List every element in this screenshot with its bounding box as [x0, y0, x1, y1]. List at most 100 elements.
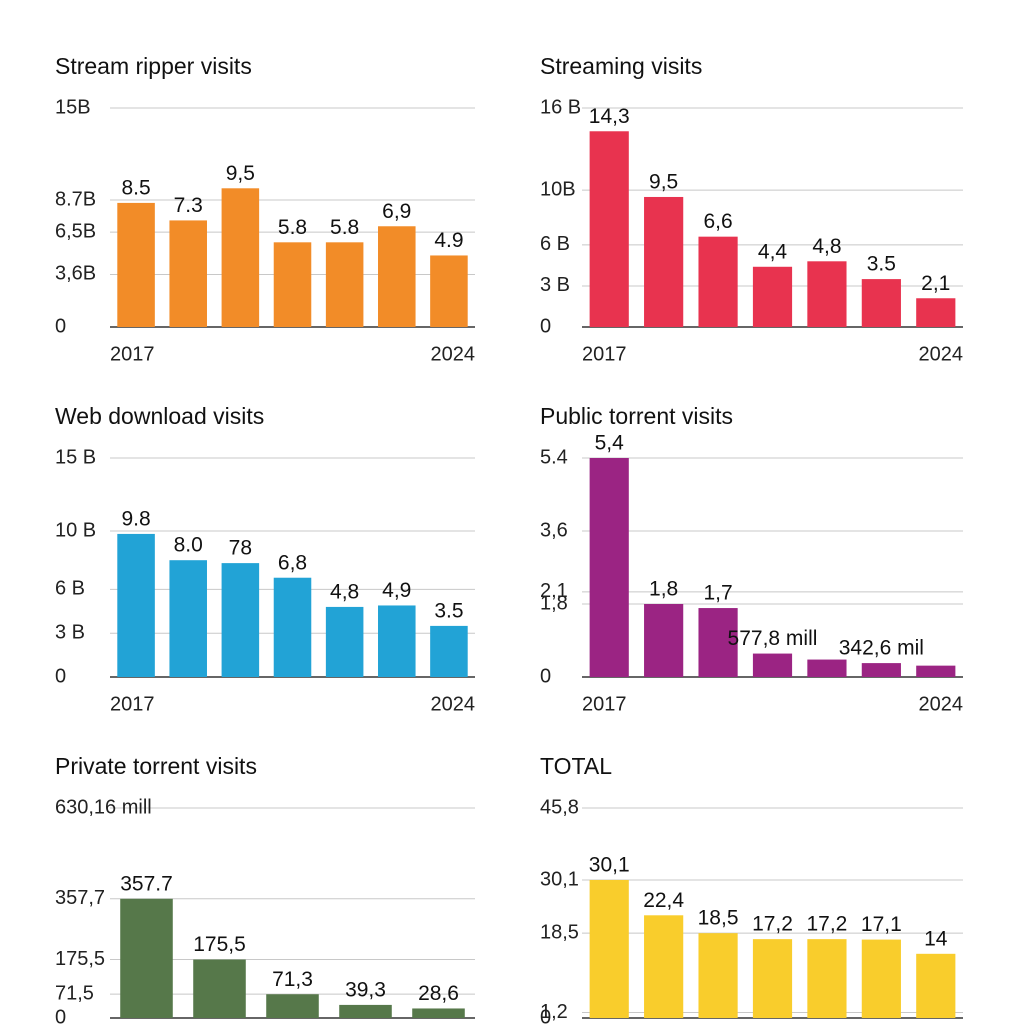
- bar: [752, 653, 793, 677]
- value-label: 17,1: [861, 913, 902, 936]
- bar: [916, 298, 956, 327]
- value-label: 3.5: [434, 599, 463, 622]
- y-tick-label: 71,5: [55, 982, 94, 1004]
- bar: [589, 458, 629, 677]
- y-tick-label: 5.4: [540, 446, 568, 468]
- bar: [589, 131, 629, 327]
- bar: [644, 915, 684, 1018]
- value-label: 22,4: [643, 889, 684, 912]
- chart-title: Stream ripper visits: [55, 53, 252, 79]
- value-label: 357.7: [120, 872, 173, 895]
- value-label: 14: [924, 927, 948, 950]
- value-label: 3.5: [867, 253, 896, 276]
- chart-title: Private torrent visits: [55, 753, 257, 779]
- y-tick-label: 2,1: [540, 580, 568, 602]
- value-label: 5,4: [595, 432, 625, 455]
- value-label: 5.8: [278, 216, 307, 239]
- bar: [169, 220, 207, 327]
- y-tick-label: 0: [540, 1006, 551, 1024]
- bar: [861, 663, 901, 677]
- x-tick-label: 2017: [582, 693, 627, 715]
- bar: [698, 608, 738, 677]
- bar: [169, 560, 207, 677]
- y-tick-label: 3 B: [540, 274, 570, 296]
- y-tick-label: 15 B: [55, 446, 96, 468]
- value-label: 17,2: [752, 913, 793, 936]
- bar: [861, 939, 901, 1018]
- bar: [644, 604, 684, 677]
- y-tick-label: 30,1: [540, 868, 579, 890]
- bar: [273, 577, 312, 677]
- value-label: 4,8: [330, 580, 359, 603]
- bar: [339, 1004, 392, 1018]
- value-label: 342,6 mil: [839, 637, 924, 660]
- bar: [807, 659, 847, 677]
- value-label: 18,5: [698, 907, 739, 930]
- bar: [378, 605, 416, 677]
- value-label: 6,9: [382, 200, 411, 223]
- value-label: 9,5: [226, 162, 255, 185]
- bar: [752, 939, 793, 1018]
- y-tick-label: 0: [55, 1006, 66, 1024]
- y-tick-label: 8.7B: [55, 188, 96, 210]
- x-tick-label: 2017: [110, 693, 155, 715]
- y-tick-label: 45,8: [540, 796, 579, 818]
- y-tick-label: 16 B: [540, 96, 581, 118]
- bar: [221, 188, 260, 327]
- bar: [916, 665, 956, 677]
- bar: [117, 202, 155, 327]
- y-tick-label: 3 B: [55, 621, 85, 643]
- bar: [698, 236, 738, 327]
- bar: [221, 563, 260, 677]
- value-label: 6,6: [703, 210, 732, 233]
- y-tick-label: 3,6: [540, 519, 568, 541]
- y-tick-label: 10 B: [55, 519, 96, 541]
- value-label: 4,9: [382, 579, 411, 602]
- bar: [266, 994, 319, 1018]
- x-tick-label: 2024: [919, 693, 964, 715]
- bar: [325, 242, 364, 327]
- bar: [430, 255, 468, 327]
- value-label: 14,3: [589, 105, 630, 128]
- y-tick-label: 1,2: [540, 1001, 568, 1023]
- y-tick-label: 6 B: [55, 578, 85, 600]
- bar: [378, 226, 416, 327]
- x-tick-label: 2024: [431, 343, 476, 365]
- value-label: 78: [229, 537, 252, 560]
- y-tick-label: 0: [540, 665, 551, 687]
- bar: [807, 261, 847, 327]
- y-tick-label: 6 B: [540, 233, 570, 255]
- bar: [752, 266, 793, 327]
- y-tick-label: 6,5B: [55, 220, 96, 242]
- value-label: 7.3: [174, 194, 203, 217]
- chart-title: TOTAL: [540, 753, 612, 779]
- bar: [193, 959, 246, 1018]
- bar: [412, 1008, 465, 1018]
- value-label: 2,1: [921, 272, 950, 295]
- y-tick-label: 0: [55, 315, 66, 337]
- bar: [644, 196, 684, 327]
- y-tick-label: 0: [540, 315, 551, 337]
- value-label: 9.8: [121, 507, 150, 530]
- y-tick-label: 0: [55, 665, 66, 687]
- value-label: 39,3: [345, 978, 386, 1001]
- bar: [807, 939, 847, 1018]
- x-tick-label: 2017: [110, 343, 155, 365]
- x-tick-label: 2024: [919, 343, 964, 365]
- value-label: 4,8: [812, 235, 841, 258]
- bar: [273, 242, 312, 327]
- chart-title: Streaming visits: [540, 53, 702, 79]
- bar: [120, 898, 173, 1018]
- value-label: 4.9: [434, 229, 463, 252]
- y-tick-label: 15B: [55, 96, 91, 118]
- value-label: 4,4: [758, 240, 788, 263]
- y-tick-label: 10B: [540, 178, 576, 200]
- y-tick-label: 3,6B: [55, 263, 96, 285]
- chart-title: Web download visits: [55, 403, 264, 429]
- value-label: 28,6: [418, 982, 459, 1005]
- value-label: 17,2: [806, 913, 847, 936]
- bar: [589, 879, 629, 1018]
- value-label: 6,8: [278, 551, 307, 574]
- value-label: 1,8: [649, 578, 678, 601]
- bar: [430, 625, 468, 677]
